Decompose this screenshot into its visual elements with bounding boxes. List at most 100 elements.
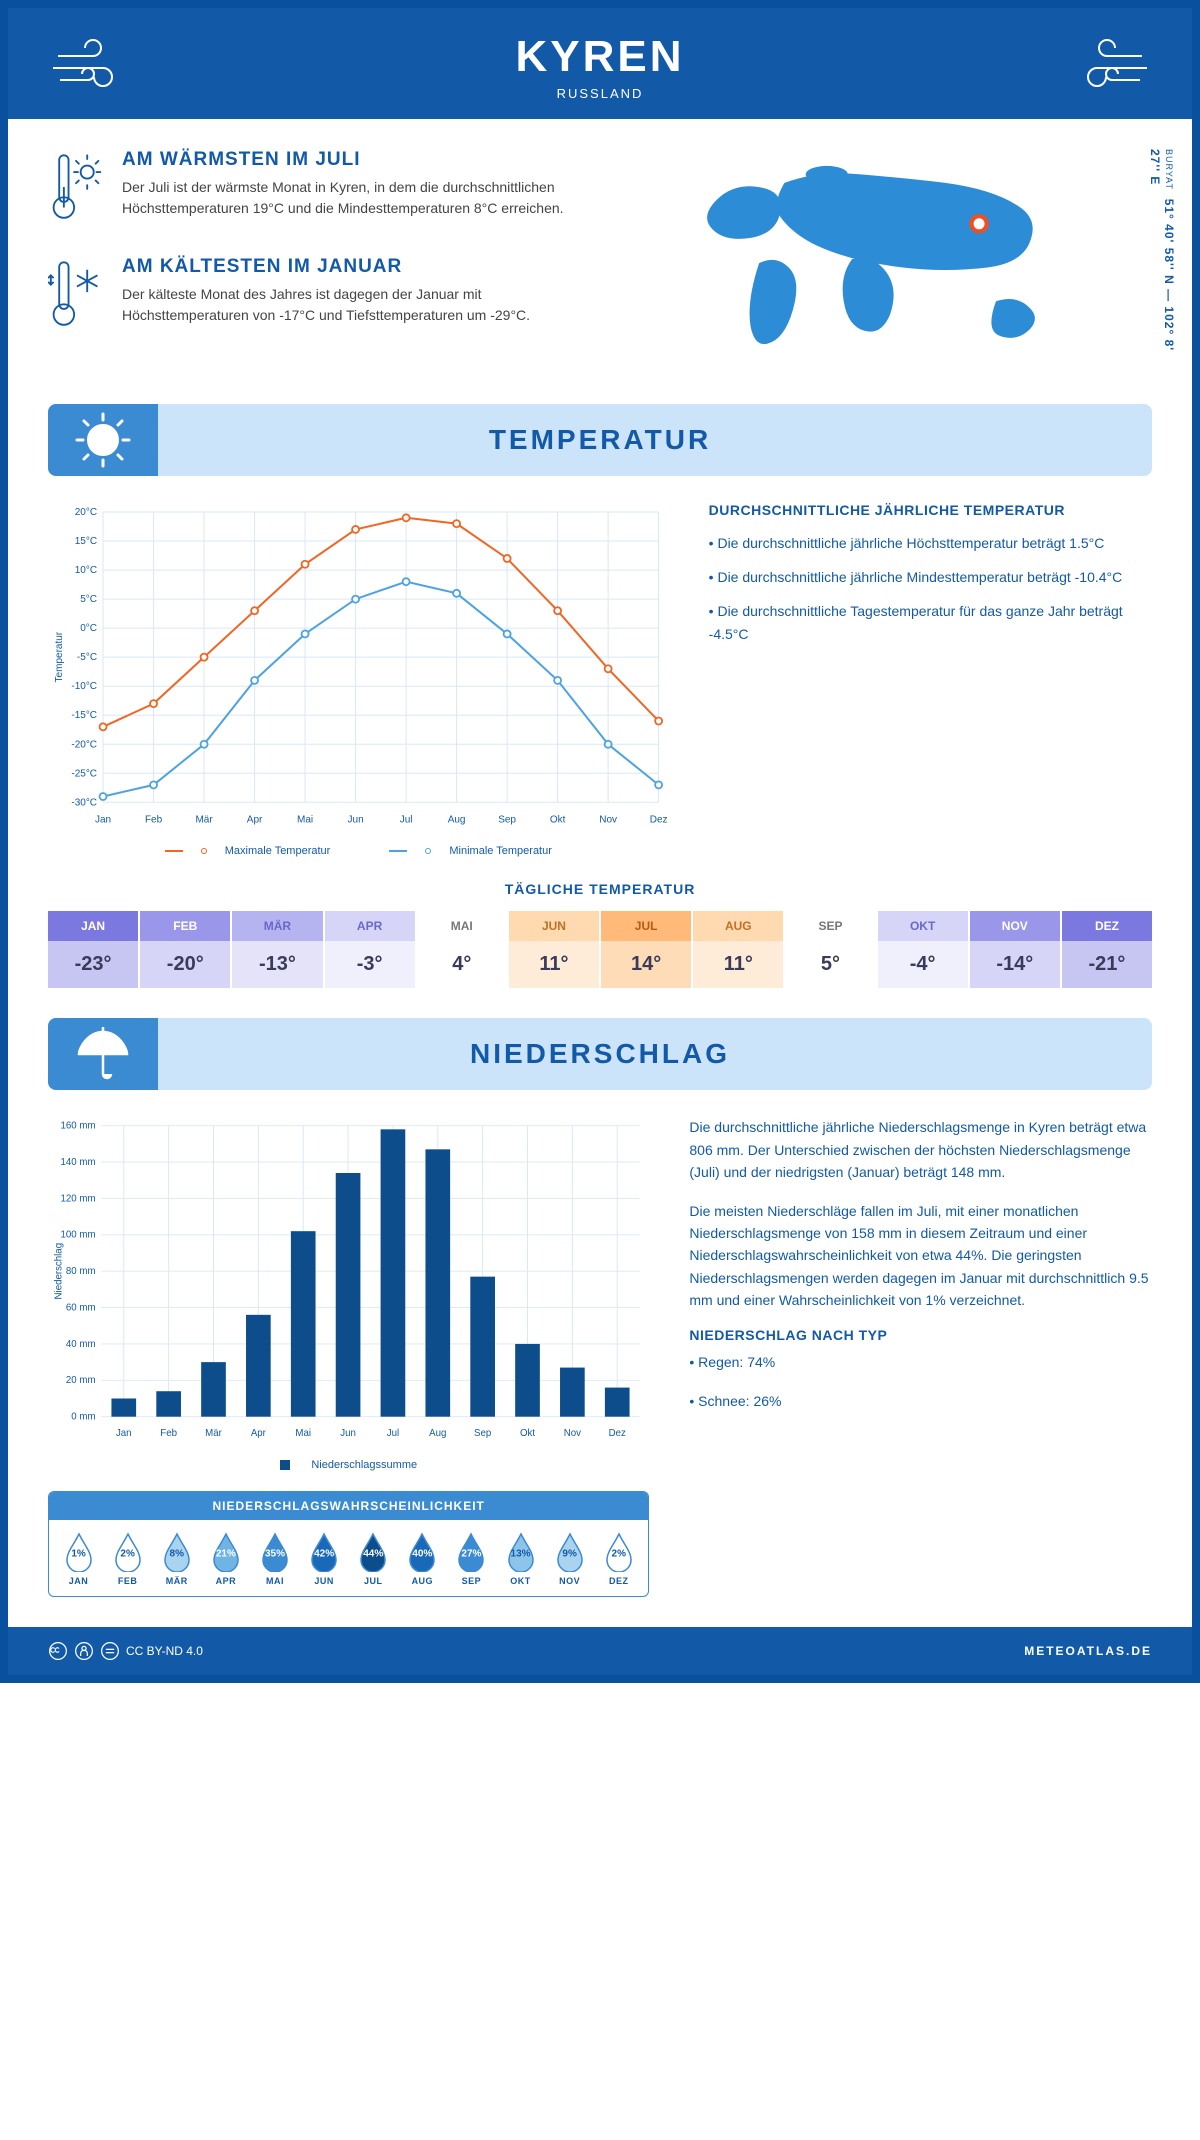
fact-cold-title: AM KÄLTESTEN IM JANUAR <box>122 256 580 278</box>
precip-p1: Die durchschnittliche jährliche Niedersc… <box>689 1116 1152 1183</box>
license-badge: CC BY-ND 4.0 <box>48 1641 203 1661</box>
prob-cell: 2% DEZ <box>595 1532 642 1586</box>
svg-text:Niederschlag: Niederschlag <box>54 1243 65 1300</box>
raindrop-icon: 8% <box>161 1532 193 1572</box>
daily-cell: MÄR -13° <box>232 911 322 988</box>
svg-text:40 mm: 40 mm <box>66 1339 96 1350</box>
intro-row: AM WÄRMSTEN IM JULI Der Juli ist der wär… <box>48 149 1152 374</box>
svg-text:Nov: Nov <box>564 1428 581 1439</box>
svg-text:-25°C: -25°C <box>71 768 97 779</box>
header: KYREN RUSSLAND <box>8 8 1192 119</box>
daily-cell: SEP 5° <box>785 911 875 988</box>
precip-type1: • Regen: 74% <box>689 1351 1152 1373</box>
svg-text:-5°C: -5°C <box>77 652 97 663</box>
prob-cell: 1% JAN <box>55 1532 102 1586</box>
raindrop-icon: 21% <box>210 1532 242 1572</box>
daily-cell: APR -3° <box>325 911 415 988</box>
thermometer-sun-icon <box>48 149 104 230</box>
temp-summary-b3: • Die durchschnittliche Tagestemperatur … <box>709 600 1152 648</box>
temperature-summary: DURCHSCHNITTLICHE JÄHRLICHE TEMPERATUR •… <box>709 502 1152 857</box>
daily-cell: OKT -4° <box>878 911 968 988</box>
fact-cold: AM KÄLTESTEN IM JANUAR Der kälteste Mona… <box>48 256 580 337</box>
prob-cell: 9% NOV <box>546 1532 593 1586</box>
fact-warm: AM WÄRMSTEN IM JULI Der Juli ist der wär… <box>48 149 580 230</box>
section-title-precip: NIEDERSCHLAG <box>48 1038 1152 1070</box>
daily-cell: DEZ -21° <box>1062 911 1152 988</box>
prob-cell: 27% SEP <box>448 1532 495 1586</box>
daily-cell: JUN 11° <box>509 911 599 988</box>
wind-icon <box>1072 36 1152 101</box>
daily-cell: JUL 14° <box>601 911 691 988</box>
umbrella-icon <box>48 1018 158 1090</box>
svg-text:15°C: 15°C <box>75 536 97 547</box>
precip-probability-box: NIEDERSCHLAGSWAHRSCHEINLICHKEIT 1% JAN 2… <box>48 1491 649 1597</box>
svg-text:0°C: 0°C <box>80 623 97 634</box>
coordinates-label: BURYAT 51° 40' 58'' N — 102° 8' 27'' E <box>1148 149 1176 374</box>
temp-summary-b1: • Die durchschnittliche jährliche Höchst… <box>709 532 1152 556</box>
raindrop-icon: 13% <box>505 1532 537 1572</box>
daily-cell: FEB -20° <box>140 911 230 988</box>
precip-p2: Die meisten Niederschläge fallen im Juli… <box>689 1200 1152 1312</box>
prob-cell: 21% APR <box>202 1532 249 1586</box>
svg-text:Jan: Jan <box>95 814 111 825</box>
fact-cold-text: Der kälteste Monat des Jahres ist dagege… <box>122 284 580 326</box>
daily-cell: AUG 11° <box>693 911 783 988</box>
svg-text:80 mm: 80 mm <box>66 1266 96 1277</box>
svg-text:20°C: 20°C <box>75 507 97 518</box>
svg-text:Sep: Sep <box>498 814 516 825</box>
raindrop-icon: 40% <box>406 1532 438 1572</box>
infographic-frame: KYREN RUSSLAND AM WÄRMSTEN IM JULI Der J… <box>0 0 1200 1683</box>
svg-text:20 mm: 20 mm <box>66 1376 96 1387</box>
fact-warm-title: AM WÄRMSTEN IM JULI <box>122 149 580 171</box>
svg-text:Dez: Dez <box>650 814 668 825</box>
svg-text:Aug: Aug <box>448 814 466 825</box>
prob-cell: 44% JUL <box>350 1532 397 1586</box>
footer: CC BY-ND 4.0 METEOATLAS.DE <box>8 1627 1192 1675</box>
svg-text:60 mm: 60 mm <box>66 1303 96 1314</box>
svg-text:Apr: Apr <box>251 1428 267 1439</box>
world-map <box>620 149 1152 374</box>
prob-cell: 13% OKT <box>497 1532 544 1586</box>
raindrop-icon: 27% <box>455 1532 487 1572</box>
svg-text:-10°C: -10°C <box>71 681 97 692</box>
svg-text:140 mm: 140 mm <box>61 1157 96 1168</box>
precipitation-bar-chart: 0 mm20 mm40 mm60 mm80 mm100 mm120 mm140 … <box>48 1116 649 1471</box>
prob-cell: 2% FEB <box>104 1532 151 1586</box>
section-title-temperature: TEMPERATUR <box>48 424 1152 456</box>
svg-text:Jun: Jun <box>340 1428 356 1439</box>
svg-text:Jan: Jan <box>116 1428 132 1439</box>
temp-summary-b2: • Die durchschnittliche jährliche Mindes… <box>709 566 1152 590</box>
raindrop-icon: 1% <box>63 1532 95 1572</box>
daily-cell: JAN -23° <box>48 911 138 988</box>
daily-temp-table: JAN -23° FEB -20° MÄR -13° APR -3° MAI 4… <box>48 911 1152 988</box>
country-subtitle: RUSSLAND <box>8 86 1192 101</box>
svg-text:Temperatur: Temperatur <box>54 631 65 682</box>
svg-text:Nov: Nov <box>599 814 617 825</box>
precip-prob-title: NIEDERSCHLAGSWAHRSCHEINLICHKEIT <box>49 1492 648 1520</box>
raindrop-icon: 44% <box>357 1532 389 1572</box>
svg-text:100 mm: 100 mm <box>61 1230 96 1241</box>
prob-cell: 42% JUN <box>301 1532 348 1586</box>
svg-text:Mai: Mai <box>295 1428 311 1439</box>
svg-text:Okt: Okt <box>520 1428 535 1439</box>
raindrop-icon: 42% <box>308 1532 340 1572</box>
prob-cell: 8% MÄR <box>153 1532 200 1586</box>
svg-text:Mai: Mai <box>297 814 313 825</box>
precip-type-title: NIEDERSCHLAG NACH TYP <box>689 1327 1152 1343</box>
raindrop-icon: 2% <box>603 1532 635 1572</box>
svg-text:Feb: Feb <box>145 814 163 825</box>
svg-text:-15°C: -15°C <box>71 710 97 721</box>
svg-text:Dez: Dez <box>609 1428 626 1439</box>
sun-icon <box>48 404 158 476</box>
fact-warm-text: Der Juli ist der wärmste Monat in Kyren,… <box>122 177 580 219</box>
daily-temp-title: TÄGLICHE TEMPERATUR <box>48 881 1152 897</box>
section-banner-precip: NIEDERSCHLAG <box>48 1018 1152 1090</box>
svg-text:Jul: Jul <box>400 814 413 825</box>
thermometer-snow-icon <box>48 256 104 337</box>
svg-text:-30°C: -30°C <box>71 797 97 808</box>
section-banner-temperature: TEMPERATUR <box>48 404 1152 476</box>
svg-text:Apr: Apr <box>247 814 263 825</box>
svg-text:10°C: 10°C <box>75 565 97 576</box>
svg-text:5°C: 5°C <box>80 594 97 605</box>
svg-text:Okt: Okt <box>550 814 566 825</box>
